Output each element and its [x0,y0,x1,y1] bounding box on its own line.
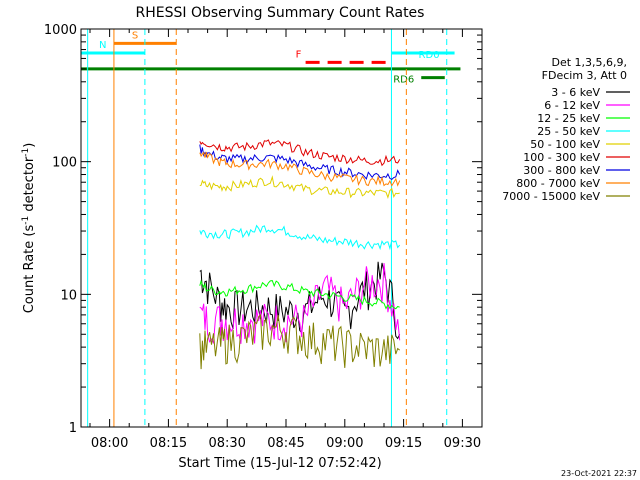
series-lines [199,139,401,370]
y-tick-label: 10 [60,288,77,303]
flag-bars: S N F RD0 RD6 [81,30,461,86]
legend-header-2: FDecim 3, Att 0 [542,69,627,82]
series-line [199,313,401,370]
x-tick-label: 09:30 [444,436,481,451]
legend-label: 300 - 800 keV [523,164,600,177]
x-tick-label: 08:15 [150,436,187,451]
legend-label: 12 - 25 keV [537,112,600,125]
legend-label: 7000 - 15000 keV [502,190,600,203]
series-line [199,224,401,251]
x-tick-label: 08:00 [91,436,128,451]
legend-label: 50 - 100 keV [530,138,600,151]
y-axis: 1 10 100 1000 [44,23,482,436]
flag-label: RD0 [419,50,440,61]
flag-label: RD6 [393,75,414,86]
footer-date: 23-Oct-2021 22:37 [561,469,637,478]
x-axis: 08:00 08:15 08:30 08:45 09:00 09:15 09:30 [89,29,483,451]
x-tick-label: 08:45 [267,436,304,451]
legend-label: 800 - 7000 keV [516,177,600,190]
series-line [199,139,401,167]
y-tick-label: 1 [69,421,77,436]
legend-label: 100 - 300 keV [523,151,600,164]
x-axis-label: Start Time (15-Jul-12 07:52:42) [178,456,381,471]
series-line [199,175,400,200]
chart-title: RHESSI Observing Summary Count Rates [136,5,425,21]
x-tick-label: 09:15 [385,436,422,451]
flag-label: N [99,40,106,51]
y-tick-label: 100 [52,156,77,171]
legend-label: 3 - 6 keV [551,86,600,99]
x-tick-label: 08:30 [208,436,245,451]
series-line [199,279,400,310]
vertical-lines [87,29,448,427]
series-line [199,263,401,345]
series-line [199,144,401,181]
series-line [199,151,401,187]
y-tick-label: 1000 [44,23,77,38]
y-axis-label: Count Rate (s-1 detector-1) [21,143,37,314]
x-tick-label: 09:00 [326,436,363,451]
legend-label: 6 - 12 keV [544,99,600,112]
legend-label: 25 - 50 keV [537,125,600,138]
flag-label: F [296,49,302,60]
plot-area-border [80,28,483,428]
flag-label: S [132,30,138,41]
legend-header-1: Det 1,3,5,6,9, [551,56,627,69]
